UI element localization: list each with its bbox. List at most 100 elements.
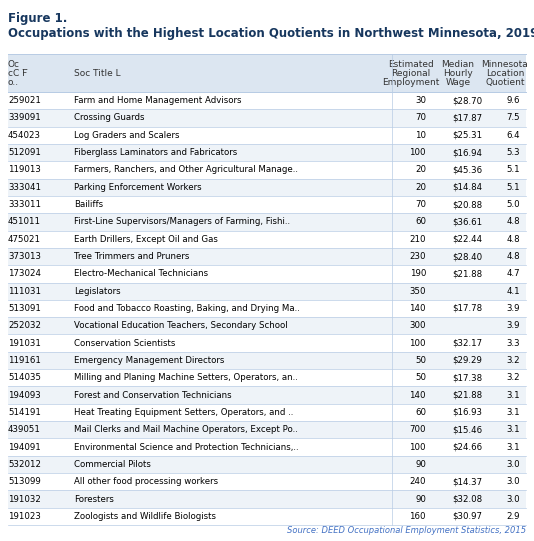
Text: First-Line Supervisors/Managers of Farming, Fishi..: First-Line Supervisors/Managers of Farmi… (74, 217, 290, 226)
Text: 194091: 194091 (8, 443, 41, 452)
Text: 191032: 191032 (8, 494, 41, 504)
Text: Vocational Education Teachers, Secondary School: Vocational Education Teachers, Secondary… (74, 321, 288, 331)
Bar (8, 404, 526, 421)
Text: 210: 210 (410, 235, 426, 243)
Text: 119161: 119161 (8, 356, 41, 365)
Text: Quotient: Quotient (485, 78, 525, 87)
Text: 50: 50 (415, 373, 426, 382)
Text: 3.2: 3.2 (506, 373, 520, 382)
Text: 5.3: 5.3 (506, 148, 520, 157)
Text: 140: 140 (410, 391, 426, 400)
Text: $14.84: $14.84 (452, 183, 482, 192)
Text: 30: 30 (415, 96, 426, 105)
Text: 350: 350 (410, 287, 426, 296)
Text: 100: 100 (410, 339, 426, 348)
Text: $25.31: $25.31 (452, 131, 482, 140)
Text: Employment: Employment (382, 78, 439, 87)
Bar (8, 334, 526, 352)
Bar (8, 421, 526, 438)
Text: 3.9: 3.9 (507, 304, 520, 313)
Bar (8, 179, 526, 196)
Text: All other food processing workers: All other food processing workers (74, 477, 218, 486)
Text: Mail Clerks and Mail Machine Operators, Except Po..: Mail Clerks and Mail Machine Operators, … (74, 425, 298, 434)
Text: Estimated: Estimated (388, 60, 434, 69)
Text: 111031: 111031 (8, 287, 41, 296)
Text: $17.38: $17.38 (452, 373, 482, 382)
Text: 3.1: 3.1 (506, 408, 520, 417)
Text: Source: DEED Occupational Employment Statistics, 2015: Source: DEED Occupational Employment Sta… (287, 526, 526, 535)
Text: Median: Median (442, 60, 475, 69)
Text: 3.3: 3.3 (506, 339, 520, 348)
Text: 513099: 513099 (8, 477, 41, 486)
Text: Location: Location (486, 69, 524, 78)
Text: $45.36: $45.36 (452, 166, 482, 174)
Text: Commercial Pilots: Commercial Pilots (74, 460, 151, 469)
Text: 373013: 373013 (8, 252, 41, 261)
Text: $21.88: $21.88 (452, 391, 482, 400)
Text: 300: 300 (410, 321, 426, 331)
Bar (8, 161, 526, 179)
Text: 512091: 512091 (8, 148, 41, 157)
Text: 4.1: 4.1 (506, 287, 520, 296)
Text: 100: 100 (410, 443, 426, 452)
Bar (8, 265, 526, 282)
Text: 700: 700 (410, 425, 426, 434)
Text: $24.66: $24.66 (452, 443, 482, 452)
Text: $16.94: $16.94 (452, 148, 482, 157)
Text: 190: 190 (410, 269, 426, 279)
Text: 6.4: 6.4 (506, 131, 520, 140)
Text: Soc Title L: Soc Title L (74, 69, 121, 77)
Text: 259021: 259021 (8, 96, 41, 105)
Text: Bailiffs: Bailiffs (74, 200, 103, 209)
Bar (8, 300, 526, 317)
Text: 3.0: 3.0 (506, 477, 520, 486)
Text: 333041: 333041 (8, 183, 41, 192)
Text: Forest and Conservation Technicians: Forest and Conservation Technicians (74, 391, 232, 400)
Text: 4.7: 4.7 (506, 269, 520, 279)
Bar (8, 473, 526, 490)
Text: $15.46: $15.46 (452, 425, 482, 434)
Text: Regional: Regional (391, 69, 430, 78)
Text: 5.1: 5.1 (506, 166, 520, 174)
Text: $28.40: $28.40 (452, 252, 482, 261)
Text: Parking Enforcement Workers: Parking Enforcement Workers (74, 183, 202, 192)
Text: Foresters: Foresters (74, 494, 114, 504)
Text: 140: 140 (410, 304, 426, 313)
Text: Emergency Management Directors: Emergency Management Directors (74, 356, 224, 365)
Text: Minnesota: Minnesota (482, 60, 528, 69)
Text: 50: 50 (415, 356, 426, 365)
Text: Fiberglass Laminators and Fabricators: Fiberglass Laminators and Fabricators (74, 148, 237, 157)
Text: Log Graders and Scalers: Log Graders and Scalers (74, 131, 179, 140)
Text: 439051: 439051 (8, 425, 41, 434)
Bar (8, 438, 526, 456)
Text: $16.93: $16.93 (452, 408, 482, 417)
Text: Oc: Oc (8, 60, 20, 69)
Text: o..: o.. (8, 78, 19, 87)
Text: 5.1: 5.1 (506, 183, 520, 192)
Text: Wage: Wage (445, 78, 470, 87)
Text: $14.37: $14.37 (452, 477, 482, 486)
Text: $36.61: $36.61 (452, 217, 482, 226)
Text: 532012: 532012 (8, 460, 41, 469)
Text: Farm and Home Management Advisors: Farm and Home Management Advisors (74, 96, 241, 105)
Bar (8, 386, 526, 404)
Bar (8, 213, 526, 230)
Text: 90: 90 (415, 494, 426, 504)
Text: Heat Treating Equipment Setters, Operators, and ..: Heat Treating Equipment Setters, Operato… (74, 408, 293, 417)
Text: 451011: 451011 (8, 217, 41, 226)
Bar (8, 317, 526, 334)
Text: 3.0: 3.0 (506, 494, 520, 504)
Bar (8, 230, 526, 248)
Text: 513091: 513091 (8, 304, 41, 313)
Text: Occupations with the Highest Location Quotients in Northwest Minnesota, 2019: Occupations with the Highest Location Qu… (8, 27, 534, 40)
Bar (8, 490, 526, 507)
Text: 475021: 475021 (8, 235, 41, 243)
Text: 333011: 333011 (8, 200, 41, 209)
Text: 194093: 194093 (8, 391, 41, 400)
Bar (8, 352, 526, 369)
Text: $20.88: $20.88 (452, 200, 482, 209)
Bar (8, 54, 526, 92)
Text: $28.70: $28.70 (452, 96, 482, 105)
Text: $17.87: $17.87 (452, 114, 482, 122)
Text: $30.97: $30.97 (452, 512, 482, 521)
